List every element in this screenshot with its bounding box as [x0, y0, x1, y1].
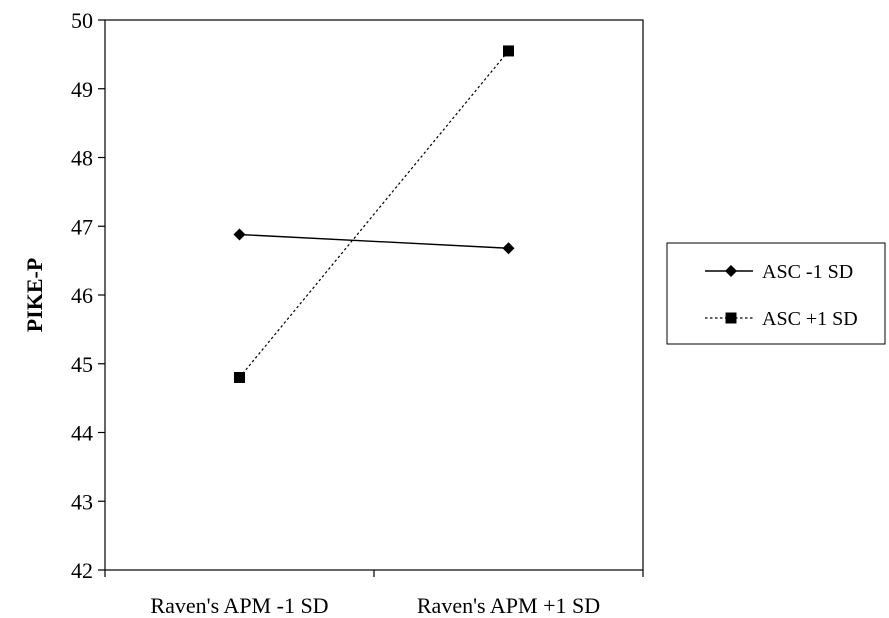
series-layer	[233, 45, 515, 383]
x-category-label: Raven's APM +1 SD	[417, 593, 600, 618]
series-line-2	[239, 50, 509, 378]
plot-area	[104, 19, 644, 571]
legend-label-2: ASC +1 SD	[762, 308, 858, 330]
legend-marker-1	[725, 265, 737, 277]
y-tick-label: 45	[71, 352, 93, 377]
y-axis: 42 43 44 45 46 47 48 49 50	[71, 8, 105, 583]
y-tick-label: 49	[71, 77, 93, 102]
y-axis-title: PIKE-P	[22, 258, 47, 333]
series-line-1	[239, 233, 509, 249]
y-tick-label: 50	[71, 8, 93, 33]
data-point-series-1	[233, 228, 246, 241]
y-tick-label: 43	[71, 489, 93, 514]
legend-box	[666, 242, 886, 345]
x-axis: Raven's APM -1 SD Raven's APM +1 SD	[104, 570, 644, 618]
y-tick-label: 42	[71, 558, 93, 583]
legend-items: ASC -1 SD ASC +1 SD	[705, 261, 858, 330]
data-point-series-2	[234, 372, 245, 383]
legend-label-1: ASC -1 SD	[762, 261, 853, 283]
y-tick-label: 44	[71, 421, 93, 446]
y-tick-label: 48	[71, 146, 93, 171]
y-tick-label: 46	[71, 283, 93, 308]
x-category-label: Raven's APM -1 SD	[150, 593, 328, 618]
data-point-series-2	[503, 45, 514, 57]
y-tick-label: 47	[71, 214, 93, 239]
legend-marker-2	[725, 312, 737, 324]
data-point-series-1	[502, 242, 515, 255]
legend: ASC -1 SD ASC +1 SD	[666, 242, 886, 345]
